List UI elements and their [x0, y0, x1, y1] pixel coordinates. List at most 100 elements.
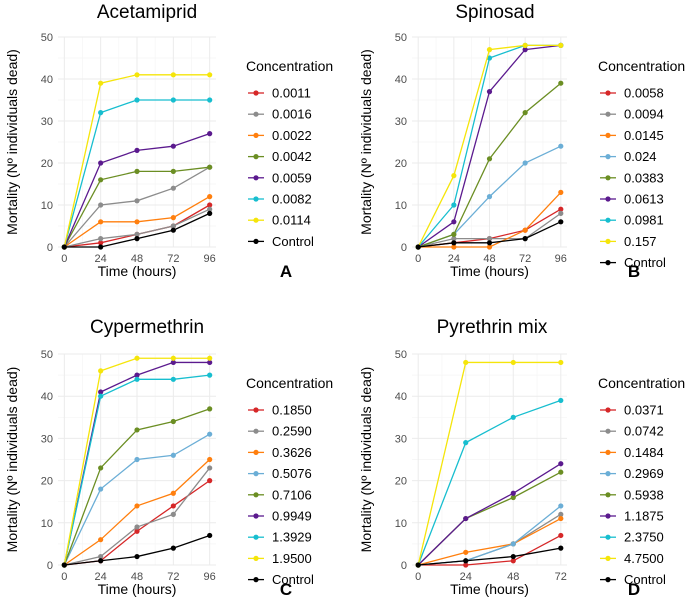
- legend-item: 0.0082: [248, 192, 312, 207]
- legend-key-point: [605, 238, 611, 244]
- panel-letter: C: [280, 580, 292, 599]
- legend-label: Control: [624, 255, 666, 270]
- data-point: [522, 160, 528, 166]
- data-point: [207, 202, 213, 208]
- x-tick-label: 24: [448, 253, 460, 265]
- gridlines: [412, 353, 567, 566]
- series-line: [418, 534, 562, 566]
- legend-item: 0.0114: [248, 213, 311, 228]
- legend-label: 0.9949: [272, 509, 312, 524]
- legend-item: Control: [248, 572, 314, 587]
- y-tick-label: 10: [41, 518, 53, 530]
- legend-key-point: [605, 492, 611, 498]
- data-point: [463, 562, 469, 568]
- series-Control: [415, 219, 564, 250]
- legend-item: 0.5938: [600, 487, 664, 502]
- y-axis-label: Mortality (Nº individuals dead): [4, 49, 20, 235]
- series-Control: [415, 545, 564, 568]
- x-axis-label: Time (hours): [450, 263, 529, 279]
- legend-key-point: [253, 471, 259, 477]
- data-point: [170, 72, 176, 78]
- legend-item: 0.0059: [248, 170, 312, 185]
- y-tick-label: 40: [41, 74, 53, 86]
- data-point: [415, 562, 421, 568]
- data-point: [170, 490, 176, 496]
- legend-item: 0.0022: [248, 128, 312, 143]
- data-point: [486, 89, 493, 95]
- x-tick-label: 48: [507, 571, 519, 583]
- x-tick-label: 0: [415, 571, 421, 583]
- legend-item: 0.2969: [600, 466, 664, 481]
- data-point: [134, 372, 140, 378]
- data-point: [558, 511, 564, 517]
- series-0.3626: [61, 456, 213, 568]
- data-point: [134, 456, 140, 463]
- y-tick-label: 0: [401, 560, 407, 572]
- legend-item: 0.0383: [600, 170, 664, 185]
- x-tick-label: 24: [460, 571, 472, 583]
- series-0.157: [415, 42, 564, 250]
- y-tick-label: 20: [395, 158, 407, 170]
- legend-key-point: [253, 407, 259, 413]
- legend-label: 0.0016: [272, 107, 312, 122]
- data-point: [207, 359, 213, 366]
- panel-letter: B: [628, 262, 640, 281]
- data-point: [558, 210, 564, 216]
- data-point: [510, 359, 516, 366]
- data-point: [98, 465, 104, 471]
- x-tick-label: 48: [483, 253, 495, 265]
- data-point: [170, 511, 176, 517]
- legend-key-point: [605, 449, 611, 455]
- legend-item: 0.024: [600, 149, 657, 164]
- data-point: [134, 168, 140, 174]
- data-point: [134, 528, 140, 534]
- legend-label: Control: [272, 572, 314, 587]
- series-0.7106: [61, 406, 213, 568]
- data-point: [558, 545, 564, 551]
- legend-key-point: [253, 449, 259, 455]
- data-point: [207, 456, 213, 463]
- x-tick-label: 96: [555, 253, 567, 265]
- data-point: [134, 198, 140, 204]
- legend-key-point: [253, 238, 259, 244]
- legend-label: Control: [272, 234, 314, 249]
- legend-item: 0.0145: [600, 128, 664, 143]
- legend-key-point: [253, 428, 259, 434]
- legend-key-point: [605, 428, 611, 434]
- panel-b: 0 10 20 30 40 50 0 24 48 72 96 Spinosad Time (hours)…: [358, 2, 685, 281]
- data-point: [207, 478, 213, 484]
- panel-a: 0 10 20 30 40 50 0 24 48 72 96 Acetamiprid Time (hou…: [4, 2, 333, 281]
- legend-key-point: [253, 513, 259, 519]
- legend-key-point: [253, 555, 259, 562]
- legend-label: 0.0613: [624, 192, 664, 207]
- legend-item: 0.1484: [600, 445, 664, 460]
- x-tick-label: 72: [555, 571, 567, 583]
- x-tick-label: 0: [61, 571, 67, 583]
- data-point: [98, 219, 104, 225]
- legend-item: 0.0042: [248, 149, 312, 164]
- data-point: [61, 244, 67, 250]
- data-point: [510, 490, 516, 496]
- y-tick-label: 50: [41, 32, 53, 44]
- legend: Concentration 0.0058 0.0094 0.0145 0.024 0.03…: [598, 58, 685, 270]
- data-point: [486, 194, 493, 200]
- legend-key-point: [605, 471, 611, 477]
- data-point: [98, 389, 104, 395]
- data-point: [486, 240, 493, 246]
- legend-key-point: [253, 111, 259, 117]
- x-tick-label: 24: [95, 571, 107, 583]
- data-point: [207, 532, 213, 539]
- y-tick-label: 40: [41, 391, 53, 403]
- x-axis-label: Time (hours): [98, 263, 177, 279]
- x-tick-label: 48: [131, 571, 143, 583]
- y-tick-label: 0: [47, 242, 53, 254]
- data-point: [463, 440, 469, 446]
- data-point: [522, 110, 528, 116]
- y-tick-label: 0: [47, 560, 53, 572]
- data-point: [558, 42, 564, 49]
- data-point: [558, 469, 564, 475]
- data-point: [134, 147, 140, 153]
- data-point: [207, 72, 213, 78]
- data-point: [510, 541, 516, 547]
